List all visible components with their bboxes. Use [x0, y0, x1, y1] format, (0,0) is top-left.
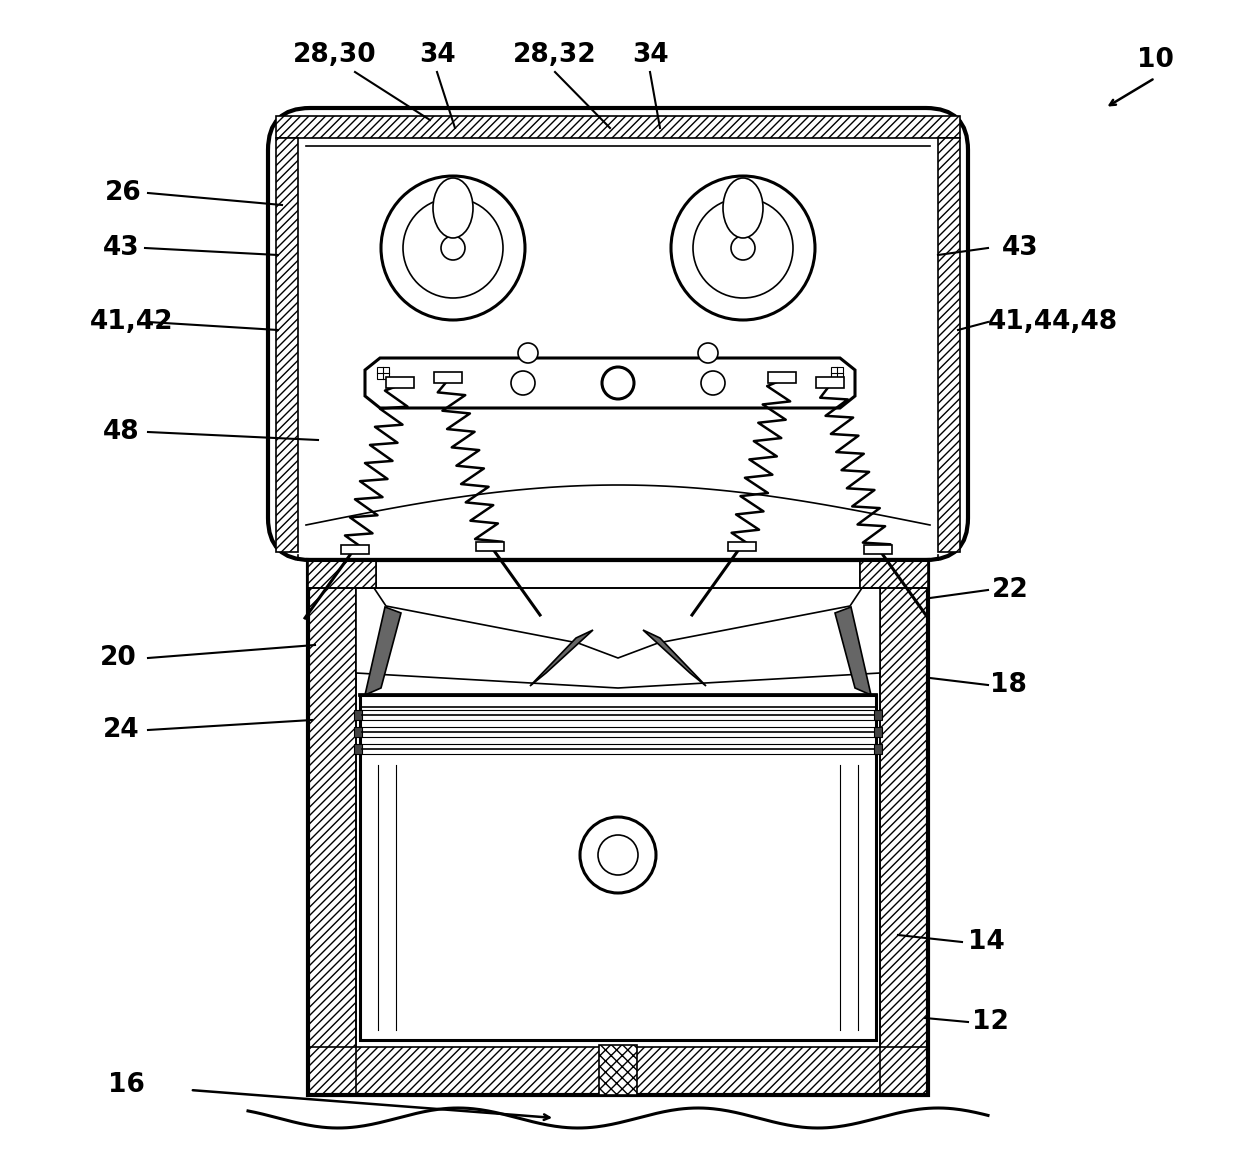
Circle shape [598, 835, 639, 875]
Text: 10: 10 [1137, 46, 1173, 73]
Polygon shape [831, 367, 843, 379]
Polygon shape [861, 560, 928, 588]
Circle shape [732, 236, 755, 260]
Polygon shape [277, 116, 960, 138]
Polygon shape [277, 138, 298, 552]
Circle shape [701, 371, 725, 395]
Ellipse shape [723, 178, 763, 238]
Polygon shape [308, 560, 356, 1095]
Polygon shape [880, 560, 928, 1095]
Circle shape [580, 817, 656, 894]
Circle shape [441, 236, 465, 260]
Text: 28,30: 28,30 [293, 42, 377, 69]
Text: 41,42: 41,42 [91, 309, 174, 335]
Circle shape [693, 198, 794, 297]
Text: 43: 43 [103, 235, 140, 261]
Circle shape [601, 367, 634, 399]
Polygon shape [377, 367, 389, 379]
Text: 16: 16 [108, 1073, 145, 1098]
Polygon shape [365, 607, 401, 695]
Circle shape [403, 198, 503, 297]
Polygon shape [356, 588, 880, 688]
Polygon shape [376, 560, 861, 588]
Polygon shape [308, 560, 376, 588]
Polygon shape [644, 630, 706, 686]
Circle shape [671, 175, 815, 320]
Text: 14: 14 [968, 928, 1004, 955]
Text: 26: 26 [105, 180, 141, 206]
Polygon shape [768, 372, 796, 383]
Polygon shape [353, 727, 362, 737]
Polygon shape [835, 607, 870, 695]
Polygon shape [308, 1047, 928, 1095]
Polygon shape [728, 541, 756, 551]
Text: 41,44,48: 41,44,48 [988, 309, 1118, 335]
Text: 34: 34 [631, 42, 668, 69]
Text: 12: 12 [972, 1009, 1009, 1035]
Polygon shape [386, 376, 414, 388]
Text: 34: 34 [419, 42, 455, 69]
Polygon shape [874, 744, 882, 754]
FancyBboxPatch shape [268, 108, 968, 560]
Polygon shape [365, 358, 856, 408]
Polygon shape [874, 727, 882, 737]
Circle shape [518, 343, 538, 363]
Text: 48: 48 [103, 419, 140, 445]
Polygon shape [476, 541, 503, 551]
Circle shape [381, 175, 525, 320]
Polygon shape [353, 710, 362, 720]
Polygon shape [599, 1045, 637, 1095]
Text: 43: 43 [1002, 235, 1039, 261]
Text: 24: 24 [103, 717, 140, 743]
Polygon shape [816, 376, 844, 388]
Polygon shape [874, 710, 882, 720]
Ellipse shape [433, 178, 472, 238]
Polygon shape [434, 372, 463, 383]
Text: 22: 22 [992, 578, 1029, 603]
Circle shape [511, 371, 534, 395]
Text: 28,32: 28,32 [513, 42, 596, 69]
Text: 18: 18 [990, 672, 1027, 698]
Polygon shape [937, 138, 960, 552]
Polygon shape [529, 630, 593, 686]
Polygon shape [360, 695, 875, 1040]
Circle shape [698, 343, 718, 363]
Polygon shape [864, 545, 892, 554]
Polygon shape [353, 744, 362, 754]
Text: 20: 20 [100, 645, 136, 670]
Polygon shape [341, 545, 370, 554]
